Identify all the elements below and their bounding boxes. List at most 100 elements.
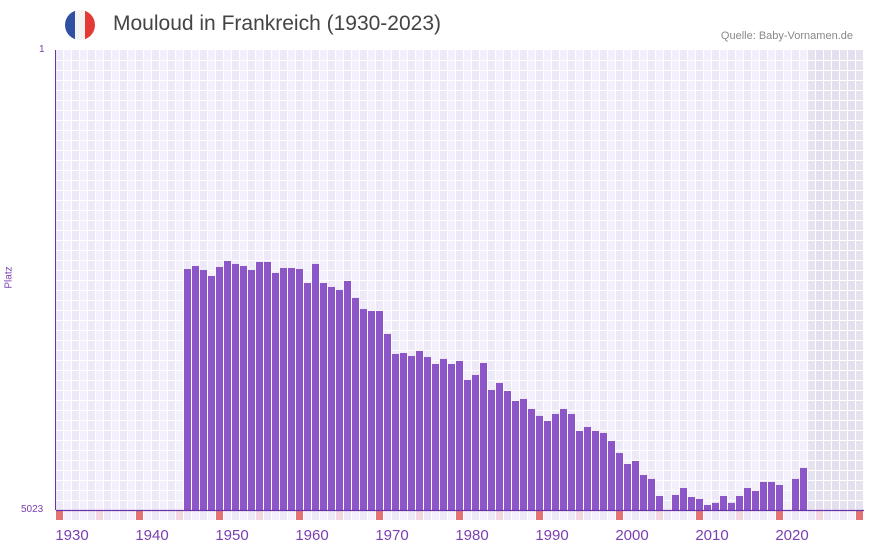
x-tick-label: 2010 <box>695 527 729 544</box>
year-marker <box>720 511 727 520</box>
year-marker <box>672 511 679 520</box>
source-credit: Quelle: Baby-Vornamen.de <box>720 30 853 42</box>
year-marker <box>752 511 759 520</box>
x-tick-label: 1930 <box>55 527 89 544</box>
bar-1982 <box>472 374 479 510</box>
year-marker <box>472 511 479 520</box>
year-marker <box>160 511 167 520</box>
year-marker <box>240 511 247 520</box>
year-marker <box>448 511 455 520</box>
bar-1981 <box>464 380 471 510</box>
year-marker <box>496 511 503 520</box>
year-marker <box>320 511 327 520</box>
year-marker <box>264 511 271 520</box>
year-marker <box>544 511 551 520</box>
year-marker <box>200 511 207 520</box>
year-marker <box>416 511 423 520</box>
year-marker <box>336 511 343 520</box>
year-marker <box>176 511 183 520</box>
bar-2018 <box>760 481 767 510</box>
france-flag-icon <box>65 10 95 40</box>
year-marker <box>792 511 799 520</box>
year-marker <box>408 511 415 520</box>
year-marker <box>504 511 511 520</box>
bar-1979 <box>448 363 455 510</box>
bar-1968 <box>360 309 367 510</box>
year-marker <box>80 511 87 520</box>
year-marker <box>432 511 439 520</box>
year-marker <box>840 511 847 520</box>
year-marker <box>440 511 447 520</box>
bar-1958 <box>280 268 287 510</box>
bar-1993 <box>560 408 567 510</box>
year-marker <box>184 511 191 520</box>
year-marker <box>216 511 223 520</box>
x-tick-label: 1980 <box>455 527 489 544</box>
year-marker <box>400 511 407 520</box>
bar-1980 <box>456 360 463 510</box>
bar-1970 <box>376 310 383 510</box>
year-marker <box>640 511 647 520</box>
bar-1977 <box>432 363 439 510</box>
bar-1947 <box>192 265 199 510</box>
year-marker <box>856 511 863 520</box>
year-marker <box>88 511 95 520</box>
year-marker <box>256 511 263 520</box>
year-marker <box>808 511 815 520</box>
year-marker <box>384 511 391 520</box>
year-marker <box>480 511 487 520</box>
bar-2011 <box>704 504 711 510</box>
year-marker <box>112 511 119 520</box>
bar-2007 <box>672 494 679 510</box>
bar-1957 <box>272 272 279 510</box>
bar-1997 <box>592 430 599 510</box>
year-marker <box>760 511 767 520</box>
year-marker <box>528 511 535 520</box>
year-marker <box>424 511 431 520</box>
bar-1946 <box>184 269 191 510</box>
year-marker <box>592 511 599 520</box>
year-marker <box>288 511 295 520</box>
year-marker <box>512 511 519 520</box>
bar-1974 <box>408 356 415 510</box>
year-marker <box>248 511 255 520</box>
bar-2023 <box>800 467 807 510</box>
bar-1990 <box>536 415 543 510</box>
year-marker <box>536 511 543 520</box>
year-marker <box>704 511 711 520</box>
year-marker <box>624 511 631 520</box>
bar-1985 <box>496 382 503 510</box>
year-marker <box>224 511 231 520</box>
bar-2020 <box>776 484 783 510</box>
year-marker <box>784 511 791 520</box>
year-marker <box>368 511 375 520</box>
bar-2019 <box>768 481 775 510</box>
bar-1995 <box>576 430 583 510</box>
bar-1966 <box>344 281 351 510</box>
year-marker <box>608 511 615 520</box>
bar-2017 <box>752 490 759 510</box>
bar-1991 <box>544 420 551 510</box>
bar-1989 <box>528 408 535 510</box>
year-marker <box>800 511 807 520</box>
year-marker <box>208 511 215 520</box>
year-marker <box>64 511 71 520</box>
bar-2022 <box>792 478 799 510</box>
bar-1984 <box>488 390 495 510</box>
bar-2008 <box>680 488 687 510</box>
bar-1987 <box>512 400 519 510</box>
year-marker <box>816 511 823 520</box>
bar-2012 <box>712 502 719 510</box>
bar-1976 <box>424 357 431 510</box>
year-marker <box>736 511 743 520</box>
year-marker <box>728 511 735 520</box>
year-marker <box>616 511 623 520</box>
bar-1972 <box>392 354 399 510</box>
year-marker <box>664 511 671 520</box>
bar-1986 <box>504 391 511 510</box>
year-marker <box>568 511 575 520</box>
year-marker <box>296 511 303 520</box>
year-marker <box>56 511 63 520</box>
bar-2003 <box>640 475 647 510</box>
